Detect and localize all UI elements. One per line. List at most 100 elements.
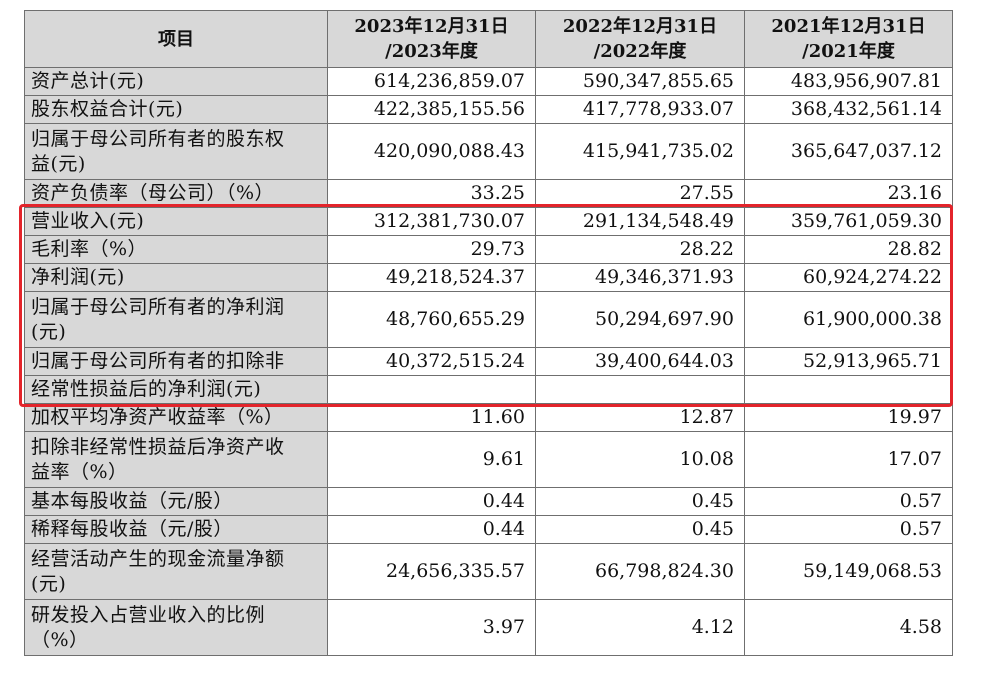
value-cell: 0.44 <box>327 487 536 516</box>
header-2023-date: 2023年12月31日 <box>354 16 509 37</box>
value-cell: 365,647,037.12 <box>744 123 953 180</box>
row-label-line: 资产总计(元) <box>31 70 145 92</box>
row-label: 加权平均净资产收益率（%） <box>24 403 328 432</box>
value-cell: 483,956,907.81 <box>744 67 953 96</box>
value-cell: 417,778,933.07 <box>535 95 745 124</box>
value-cell: 4.58 <box>744 599 953 656</box>
row-label: 归属于母公司所有者的净利润 (元) <box>24 291 328 348</box>
row-label-line: 归属于母公司所有者的净利润 <box>31 295 285 318</box>
table-row: 归属于母公司所有者的股东权 益(元) 420,090,088.43 415,941,7… <box>24 123 953 180</box>
row-label: 营业收入(元) <box>24 207 328 236</box>
value-cell <box>327 375 536 404</box>
table-row: 毛利率（%） 29.73 28.22 28.82 <box>24 235 953 264</box>
row-label-line: 经常性损益后的净利润(元) <box>31 378 262 400</box>
value-cell: 4.12 <box>535 599 745 656</box>
value-cell: 24,656,335.57 <box>327 543 536 600</box>
row-label-line: 加权平均净资产收益率（%） <box>31 406 284 428</box>
row-label-line: 益(元) <box>31 152 86 175</box>
financial-table-container: 项目 2023年12月31日 /2023年度 2022年12月31日 /2022… <box>24 10 953 656</box>
row-label-line: 资产负债率（母公司）（%） <box>31 182 275 204</box>
table-row: 加权平均净资产收益率（%） 11.60 12.87 19.97 <box>24 403 953 432</box>
value-cell: 52,913,965.71 <box>744 347 953 376</box>
row-label: 归属于母公司所有者的扣除非 <box>24 347 328 376</box>
table-row: 稀释每股收益（元/股） 0.44 0.45 0.57 <box>24 515 953 544</box>
table-row: 归属于母公司所有者的净利润 (元) 48,760,655.29 50,294,697.… <box>24 291 953 348</box>
row-label-line: 归属于母公司所有者的股东权 <box>31 127 285 150</box>
row-label: 股东权益合计(元) <box>24 95 328 124</box>
value-cell <box>744 375 953 404</box>
row-label: 经常性损益后的净利润(元) <box>24 375 328 404</box>
row-label: 资产总计(元) <box>24 67 328 96</box>
value-cell: 359,761,059.30 <box>744 207 953 236</box>
value-cell: 27.55 <box>535 179 745 208</box>
value-cell: 312,381,730.07 <box>327 207 536 236</box>
value-cell: 17.07 <box>744 431 953 488</box>
header-item: 项目 <box>24 10 328 68</box>
value-cell: 40,372,515.24 <box>327 347 536 376</box>
value-cell: 422,385,155.56 <box>327 95 536 124</box>
header-2021: 2021年12月31日 /2021年度 <box>744 10 953 68</box>
value-cell: 59,149,068.53 <box>744 543 953 600</box>
value-cell: 415,941,735.02 <box>535 123 745 180</box>
header-2023-year: /2023年度 <box>385 41 478 62</box>
value-cell: 368,432,561.14 <box>744 95 953 124</box>
value-cell: 50,294,697.90 <box>535 291 745 348</box>
value-cell: 66,798,824.30 <box>535 543 745 600</box>
row-label: 经营活动产生的现金流量净额 (元) <box>24 543 328 600</box>
value-cell: 0.44 <box>327 515 536 544</box>
value-cell: 11.60 <box>327 403 536 432</box>
row-label-line: 基本每股收益（元/股） <box>31 490 233 512</box>
value-cell: 49,346,371.93 <box>535 263 745 292</box>
row-label-line: (元) <box>31 320 67 343</box>
table-row: 股东权益合计(元) 422,385,155.56 417,778,933.07 368… <box>24 95 953 124</box>
value-cell: 33.25 <box>327 179 536 208</box>
value-cell: 590,347,855.65 <box>535 67 745 96</box>
value-cell <box>535 375 745 404</box>
value-cell: 614,236,859.07 <box>327 67 536 96</box>
table-header-row: 项目 2023年12月31日 /2023年度 2022年12月31日 /2022… <box>24 10 953 68</box>
table-row: 研发投入占营业收入的比例 （%） 3.97 4.12 4.58 <box>24 599 953 656</box>
value-cell: 10.08 <box>535 431 745 488</box>
value-cell: 49,218,524.37 <box>327 263 536 292</box>
row-label: 扣除非经常性损益后净资产收 益率（%） <box>24 431 328 488</box>
header-2022: 2022年12月31日 /2022年度 <box>535 10 745 68</box>
value-cell: 3.97 <box>327 599 536 656</box>
table-row: 净利润(元) 49,218,524.37 49,346,371.93 60,924,2… <box>24 263 953 292</box>
row-label-line: （%） <box>31 628 89 651</box>
row-label-line: 益率（%） <box>31 460 128 483</box>
row-label: 归属于母公司所有者的股东权 益(元) <box>24 123 328 180</box>
header-2022-date: 2022年12月31日 <box>562 16 718 37</box>
value-cell: 0.57 <box>744 515 953 544</box>
header-item-text: 项目 <box>158 28 194 50</box>
table-row: 基本每股收益（元/股） 0.44 0.45 0.57 <box>24 487 953 516</box>
row-label: 资产负债率（母公司）（%） <box>24 179 328 208</box>
value-cell: 39,400,644.03 <box>535 347 745 376</box>
row-label-line: 扣除非经常性损益后净资产收 <box>31 435 285 458</box>
header-2022-year: /2022年度 <box>593 41 687 62</box>
value-cell: 291,134,548.49 <box>535 207 745 236</box>
row-label-line: 稀释每股收益（元/股） <box>31 518 233 540</box>
value-cell: 0.45 <box>535 487 745 516</box>
value-cell: 29.73 <box>327 235 536 264</box>
row-label-line: 股东权益合计(元) <box>31 98 184 120</box>
row-label: 稀释每股收益（元/股） <box>24 515 328 544</box>
row-label: 研发投入占营业收入的比例 （%） <box>24 599 328 656</box>
row-label-line: 经营活动产生的现金流量净额 <box>31 547 285 570</box>
table-row: 经营活动产生的现金流量净额 (元) 24,656,335.57 66,798,824.… <box>24 543 953 600</box>
row-label-line: 净利润(元) <box>31 266 125 288</box>
value-cell: 19.97 <box>744 403 953 432</box>
table-row: 归属于母公司所有者的扣除非 40,372,515.24 39,400,644.03 5… <box>24 347 953 376</box>
value-cell: 48,760,655.29 <box>327 291 536 348</box>
table-body: 资产总计(元) 614,236,859.07 590,347,855.65 483,9… <box>24 67 953 656</box>
table-row: 资产负债率（母公司）（%） 33.25 27.55 23.16 <box>24 179 953 208</box>
table-row: 经常性损益后的净利润(元) <box>24 375 953 404</box>
value-cell: 9.61 <box>327 431 536 488</box>
value-cell: 420,090,088.43 <box>327 123 536 180</box>
header-2021-year: /2021年度 <box>802 41 895 62</box>
header-2021-date: 2021年12月31日 <box>771 16 926 37</box>
row-label-line: 归属于母公司所有者的扣除非 <box>31 350 285 372</box>
table-row: 资产总计(元) 614,236,859.07 590,347,855.65 483,9… <box>24 67 953 96</box>
value-cell: 61,900,000.38 <box>744 291 953 348</box>
value-cell: 23.16 <box>744 179 953 208</box>
financial-data-table: 项目 2023年12月31日 /2023年度 2022年12月31日 /2022… <box>24 10 953 656</box>
